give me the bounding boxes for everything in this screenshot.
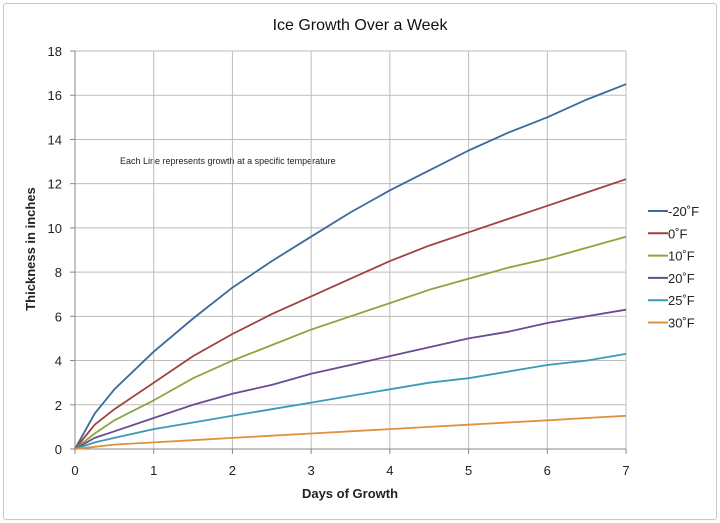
y-tick-label-18: 18 bbox=[48, 44, 62, 59]
legend-label-3: 10˚F bbox=[668, 249, 695, 264]
y-tick-label-4: 4 bbox=[55, 354, 62, 369]
series-line-5 bbox=[74, 353, 627, 450]
series-line-1 bbox=[74, 83, 627, 450]
legend-label-5: 25˚F bbox=[668, 293, 695, 308]
x-tick-label-0: 0 bbox=[71, 463, 78, 478]
y-tick-label-12: 12 bbox=[48, 177, 62, 192]
legend-label-2: 0˚F bbox=[668, 226, 688, 241]
y-tick-label-8: 8 bbox=[55, 265, 62, 280]
y-axis-title: Thickness in inches bbox=[23, 187, 38, 311]
series-lines bbox=[74, 83, 627, 450]
legend-label-1: -20˚F bbox=[668, 204, 699, 219]
x-tick-label-6: 6 bbox=[544, 463, 551, 478]
legend-label-6: 30˚F bbox=[668, 316, 695, 331]
series-line-3 bbox=[74, 235, 627, 450]
x-tick-label-5: 5 bbox=[465, 463, 472, 478]
y-tick-label-14: 14 bbox=[48, 132, 62, 147]
y-tick-label-6: 6 bbox=[55, 309, 62, 324]
gridlines bbox=[75, 50, 627, 449]
y-tick-label-10: 10 bbox=[48, 221, 62, 236]
x-tick-label-2: 2 bbox=[229, 463, 236, 478]
series-line-2 bbox=[74, 178, 627, 450]
chart-frame bbox=[3, 3, 717, 520]
x-tick-label-3: 3 bbox=[308, 463, 315, 478]
series-line-6 bbox=[74, 414, 627, 450]
y-tick-label-16: 16 bbox=[48, 88, 62, 103]
series-line-4 bbox=[74, 308, 627, 450]
y-tick-label-2: 2 bbox=[55, 398, 62, 413]
axes bbox=[70, 50, 627, 454]
x-tick-label-1: 1 bbox=[150, 463, 157, 478]
x-axis-title: Days of Growth bbox=[302, 486, 398, 501]
x-tick-label-7: 7 bbox=[622, 463, 629, 478]
legend-label-4: 20˚F bbox=[668, 271, 695, 286]
chart-title: Ice Growth Over a Week bbox=[273, 17, 449, 34]
y-tick-label-0: 0 bbox=[55, 442, 62, 457]
legend: -20˚F 0˚F 10˚F 20˚F 25˚F 30˚F bbox=[648, 204, 699, 331]
x-tick-label-4: 4 bbox=[386, 463, 393, 478]
chart-annotation: Each Line represents growth at a specifi… bbox=[120, 156, 336, 166]
